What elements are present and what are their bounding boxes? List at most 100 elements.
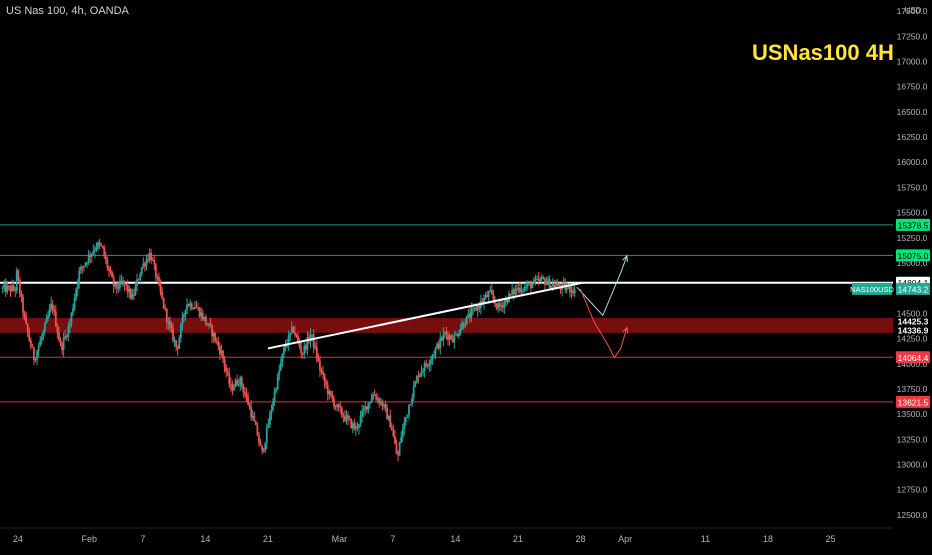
candle-body <box>386 407 389 420</box>
candle-body <box>456 334 459 337</box>
candle-body <box>184 309 187 315</box>
candle-body <box>423 363 426 372</box>
candle-body <box>147 259 149 261</box>
candle-body <box>436 343 439 349</box>
candle-body <box>454 334 457 336</box>
y-tick-label: 15750.0 <box>897 182 928 192</box>
y-tick-label: 16500.0 <box>897 107 928 117</box>
y-tick-label: 17250.0 <box>897 31 928 41</box>
y-tick-label: 12750.0 <box>897 485 928 495</box>
candle-body <box>572 290 574 293</box>
candle-body <box>289 332 292 335</box>
candle-body <box>528 282 531 284</box>
candle-body <box>515 288 518 290</box>
candle-body <box>22 296 24 313</box>
candle-body <box>529 282 532 289</box>
candle-body <box>292 326 295 333</box>
candle-body <box>43 323 46 332</box>
candle-body <box>189 303 192 307</box>
price-axis[interactable]: USD 12500.0 12750.0 13000.0 13250.0 13500.0 13… <box>893 0 932 550</box>
candle-body <box>142 263 145 268</box>
candle-body <box>470 309 473 318</box>
candle-body <box>556 283 559 286</box>
candle-body <box>187 304 190 307</box>
y-tick-label: 16750.0 <box>897 82 928 92</box>
candle-body <box>200 312 203 317</box>
candle-body <box>358 424 360 428</box>
candle-body <box>354 426 357 429</box>
candle-body <box>464 324 467 327</box>
time-axis[interactable]: 24 Feb 7 14 21 Mar 7 14 21 28 Apr 11 18 25 <box>0 527 893 544</box>
candle-body <box>372 394 374 400</box>
candle-body <box>531 283 534 289</box>
candle-body <box>533 279 535 284</box>
candle-body <box>120 280 123 283</box>
candle-body <box>211 325 213 337</box>
candle-body <box>86 262 88 264</box>
candle-body <box>390 427 393 431</box>
candle-body <box>534 279 537 281</box>
candle-body <box>204 316 207 324</box>
candle-body <box>272 401 274 410</box>
candle-body <box>472 308 474 310</box>
candle-body <box>340 407 343 416</box>
candle-body <box>311 334 314 336</box>
candle-body <box>36 351 38 360</box>
candle-body <box>83 265 85 268</box>
candle-body <box>481 301 484 303</box>
candle-body <box>173 340 176 342</box>
candle-body <box>537 278 540 282</box>
candle-body <box>369 402 371 404</box>
candle-body <box>384 404 387 408</box>
candle-body <box>151 259 154 261</box>
level-badge-13621.5: 13621.5 <box>898 397 929 407</box>
candle-body <box>551 284 554 286</box>
candle-body <box>525 286 528 288</box>
candle-body <box>181 317 184 326</box>
level-badge-14064.4: 14064.4 <box>898 353 929 363</box>
candle-body <box>178 338 181 349</box>
candle-body <box>309 334 312 342</box>
candle-body <box>500 305 503 307</box>
level-badge-14425.3: 14425.3 <box>898 316 929 326</box>
candle-body <box>42 331 45 337</box>
candle-body <box>39 340 42 347</box>
candle-body <box>403 422 406 430</box>
candle-body <box>334 406 337 408</box>
level-badge-13621.5-bg <box>896 395 930 408</box>
candle-body <box>109 270 112 273</box>
x-tick-label: 11 <box>701 534 710 544</box>
candle-body <box>409 404 412 406</box>
candle-body <box>350 418 353 428</box>
candle-body <box>143 263 146 267</box>
candle-body <box>381 401 384 407</box>
candle-body <box>373 394 376 397</box>
candle-body <box>140 267 143 275</box>
candle-body <box>342 415 345 417</box>
y-tick-label: 16000.0 <box>897 157 928 167</box>
candle-body <box>104 256 107 260</box>
y-tick-label: 12500.0 <box>897 510 928 520</box>
candle-body <box>565 287 568 290</box>
candle-body <box>442 333 445 341</box>
candle-body <box>420 371 423 374</box>
candle-body <box>503 302 506 308</box>
candle-body <box>326 385 329 395</box>
candle-body <box>103 247 106 257</box>
candle-body <box>214 332 217 341</box>
candle-body <box>325 381 328 386</box>
candle-body <box>61 343 63 350</box>
projection-up-arrowhead <box>622 254 628 262</box>
projection-down-arrowhead <box>622 326 629 334</box>
candle-body <box>392 430 395 437</box>
candle-body <box>245 394 248 397</box>
candle-body <box>234 380 237 388</box>
candle-body <box>8 285 10 287</box>
candle-body <box>50 303 53 309</box>
candle-body <box>344 416 346 421</box>
candle-body <box>89 254 92 257</box>
x-tick-label: 28 <box>575 534 585 544</box>
x-tick-label: 21 <box>263 534 273 544</box>
